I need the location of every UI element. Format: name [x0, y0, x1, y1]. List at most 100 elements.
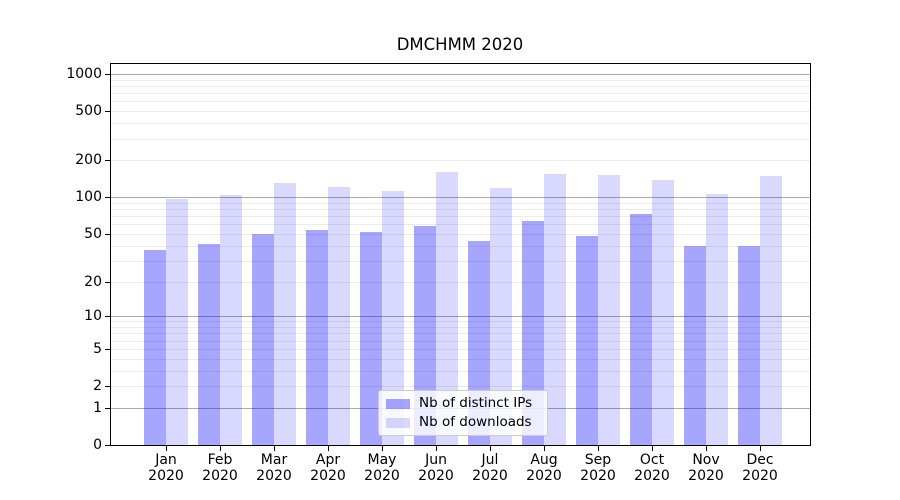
- y-gridline-minor: [110, 327, 810, 328]
- bar-nb-of-distinct-ips-sep: [576, 236, 598, 445]
- bar-nb-of-downloads-oct: [652, 180, 674, 445]
- bar-nb-of-downloads-sep: [598, 174, 620, 445]
- x-tick: [166, 446, 167, 451]
- y-tick-label: 1000: [66, 66, 102, 82]
- y-gridline-major: [110, 197, 810, 199]
- y-tick: [105, 407, 110, 409]
- y-tick: [105, 111, 110, 113]
- bar-nb-of-downloads-aug: [544, 173, 566, 445]
- y-gridline-minor: [110, 216, 810, 218]
- y-gridline-minor: [110, 202, 810, 204]
- bar-nb-of-distinct-ips-dec: [738, 245, 760, 445]
- x-tick: [490, 446, 491, 451]
- y-gridline-minor: [110, 245, 810, 247]
- x-tick-label-apr: Apr 2020: [310, 452, 346, 484]
- bar-nb-of-downloads-nov: [706, 194, 728, 445]
- y-tick: [105, 233, 110, 235]
- bar-nb-of-downloads-jun: [436, 171, 458, 445]
- plot-border-left: [110, 63, 111, 446]
- y-gridline-major: [110, 316, 810, 318]
- x-tick: [382, 446, 383, 451]
- bar-nb-of-distinct-ips-apr: [306, 229, 328, 445]
- y-tick: [105, 386, 110, 387]
- bar-nb-of-distinct-ips-oct: [630, 213, 652, 445]
- x-tick-label-jun: Jun 2020: [418, 452, 454, 484]
- x-tick: [220, 446, 221, 451]
- y-gridline-minor: [110, 340, 810, 342]
- legend-swatch-downloads-icon: [386, 417, 410, 428]
- y-tick: [105, 197, 110, 199]
- bar-nb-of-distinct-ips-aug: [522, 220, 544, 445]
- y-tick-label: 5: [93, 340, 102, 357]
- bar-nb-of-downloads-dec: [760, 175, 782, 445]
- y-gridline-minor: [110, 123, 810, 125]
- y-gridline-minor: [110, 260, 810, 262]
- legend-entry-distinct-ips: Nb of distinct IPs: [386, 394, 541, 413]
- plot-border-bottom: [110, 445, 811, 446]
- plot-border-top: [110, 63, 811, 64]
- y-gridline-minor: [110, 348, 810, 350]
- x-tick: [274, 446, 275, 451]
- x-tick: [706, 446, 707, 451]
- x-tick: [544, 446, 545, 451]
- y-tick-label: 100: [75, 189, 102, 206]
- plot-area: 0 1 2 5 10 20 50 100 200 500 1000 Jan 2020 Feb 2020 Ma…: [66, 63, 810, 483]
- y-gridline-minor: [110, 111, 810, 113]
- y-gridline-minor: [110, 93, 810, 95]
- y-tick: [105, 160, 110, 162]
- y-gridline-minor: [110, 233, 810, 235]
- y-gridline-minor: [110, 101, 810, 103]
- y-gridline-minor: [110, 138, 810, 140]
- x-tick-label-jan: Jan 2020: [148, 452, 184, 484]
- y-tick-label: 2: [93, 378, 102, 394]
- y-gridline-minor: [110, 281, 810, 283]
- x-tick-label-oct: Oct 2020: [634, 452, 670, 484]
- bar-nb-of-distinct-ips-nov: [684, 245, 706, 445]
- x-tick-label-sep: Sep 2020: [580, 452, 616, 484]
- y-tick-label: 0: [93, 437, 102, 453]
- y-tick-label: 500: [75, 103, 102, 120]
- y-gridline-minor: [110, 333, 810, 335]
- x-tick-label-mar: Mar 2020: [256, 452, 292, 484]
- y-tick: [105, 74, 110, 75]
- legend-label-downloads: Nb of downloads: [419, 414, 532, 430]
- y-tick-label: 50: [84, 225, 102, 242]
- x-tick: [652, 446, 653, 451]
- legend: Nb of distinct IPs Nb of downloads: [378, 390, 548, 436]
- bar-nb-of-downloads-jan: [166, 198, 188, 445]
- plot-border-right: [810, 63, 811, 446]
- bar-nb-of-distinct-ips-may: [360, 231, 382, 445]
- x-tick-label-dec: Dec 2020: [742, 452, 778, 484]
- bar-nb-of-downloads-may: [382, 190, 404, 445]
- x-tick: [760, 446, 761, 451]
- bar-nb-of-downloads-mar: [274, 183, 296, 445]
- x-tick: [598, 446, 599, 451]
- x-tick-label-aug: Aug 2020: [526, 452, 562, 484]
- y-tick-label: 20: [84, 273, 102, 290]
- bar-nb-of-distinct-ips-mar: [252, 233, 274, 445]
- y-gridline-minor: [110, 209, 810, 210]
- y-gridline-minor: [110, 321, 810, 323]
- y-gridline-minor: [110, 224, 810, 226]
- y-tick: [105, 348, 110, 350]
- y-tick-label: 1: [93, 399, 102, 416]
- x-tick-label-jul: Jul 2020: [472, 452, 508, 484]
- legend-entry-downloads: Nb of downloads: [386, 413, 541, 432]
- x-tick-label-nov: Nov 2020: [688, 452, 724, 484]
- legend-label-distinct-ips: Nb of distinct IPs: [419, 395, 533, 411]
- y-gridline-minor: [110, 160, 810, 162]
- bar-nb-of-distinct-ips-feb: [198, 244, 220, 445]
- y-tick-label: 200: [75, 152, 102, 169]
- y-tick: [105, 445, 110, 446]
- y-tick-label: 10: [84, 308, 102, 325]
- y-gridline-major: [110, 74, 810, 75]
- bar-nb-of-downloads-apr: [328, 187, 350, 445]
- y-gridline-minor: [110, 386, 810, 387]
- legend-swatch-distinct-ips-icon: [386, 398, 410, 409]
- y-tick: [105, 316, 110, 318]
- bar-nb-of-distinct-ips-jan: [144, 249, 166, 445]
- x-tick: [436, 446, 437, 451]
- x-tick-label-may: May 2020: [364, 452, 400, 484]
- x-tick: [328, 446, 329, 451]
